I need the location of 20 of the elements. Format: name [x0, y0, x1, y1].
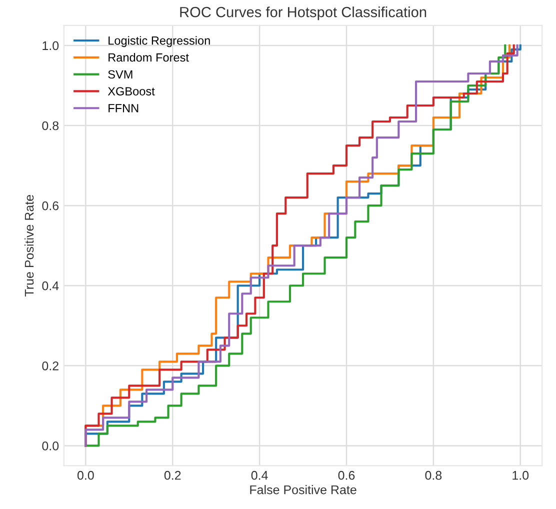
- x-tick-label: 0.0: [77, 470, 94, 480]
- x-tick-label: 0.4: [251, 470, 268, 480]
- y-tick-label: 0.4: [42, 281, 59, 290]
- chart-title: ROC Curves for Hotspot Classification: [180, 6, 426, 20]
- x-tick-label: 0.2: [164, 470, 181, 480]
- legend-label: Logistic Regression: [108, 36, 210, 48]
- y-tick-label: 0.6: [42, 201, 59, 210]
- legend-label: Random Forest: [108, 52, 189, 62]
- legend-label: FFNN: [108, 104, 138, 112]
- y-tick-label: 1.0: [42, 41, 59, 50]
- legend-label: SVM: [108, 70, 132, 79]
- legend-label: XGBoost: [108, 87, 155, 96]
- y-tick-label: 0.0: [42, 442, 59, 450]
- x-tick-label: 0.6: [338, 470, 355, 480]
- x-tick-label: 1.0: [512, 470, 529, 480]
- x-tick-label: 0.8: [425, 470, 442, 480]
- y-tick-label: 0.2: [42, 361, 58, 370]
- y-axis-title: True Positive Rate: [24, 194, 34, 296]
- x-axis-title: False Positive Rate: [250, 485, 356, 494]
- y-tick-label: 0.8: [42, 121, 59, 130]
